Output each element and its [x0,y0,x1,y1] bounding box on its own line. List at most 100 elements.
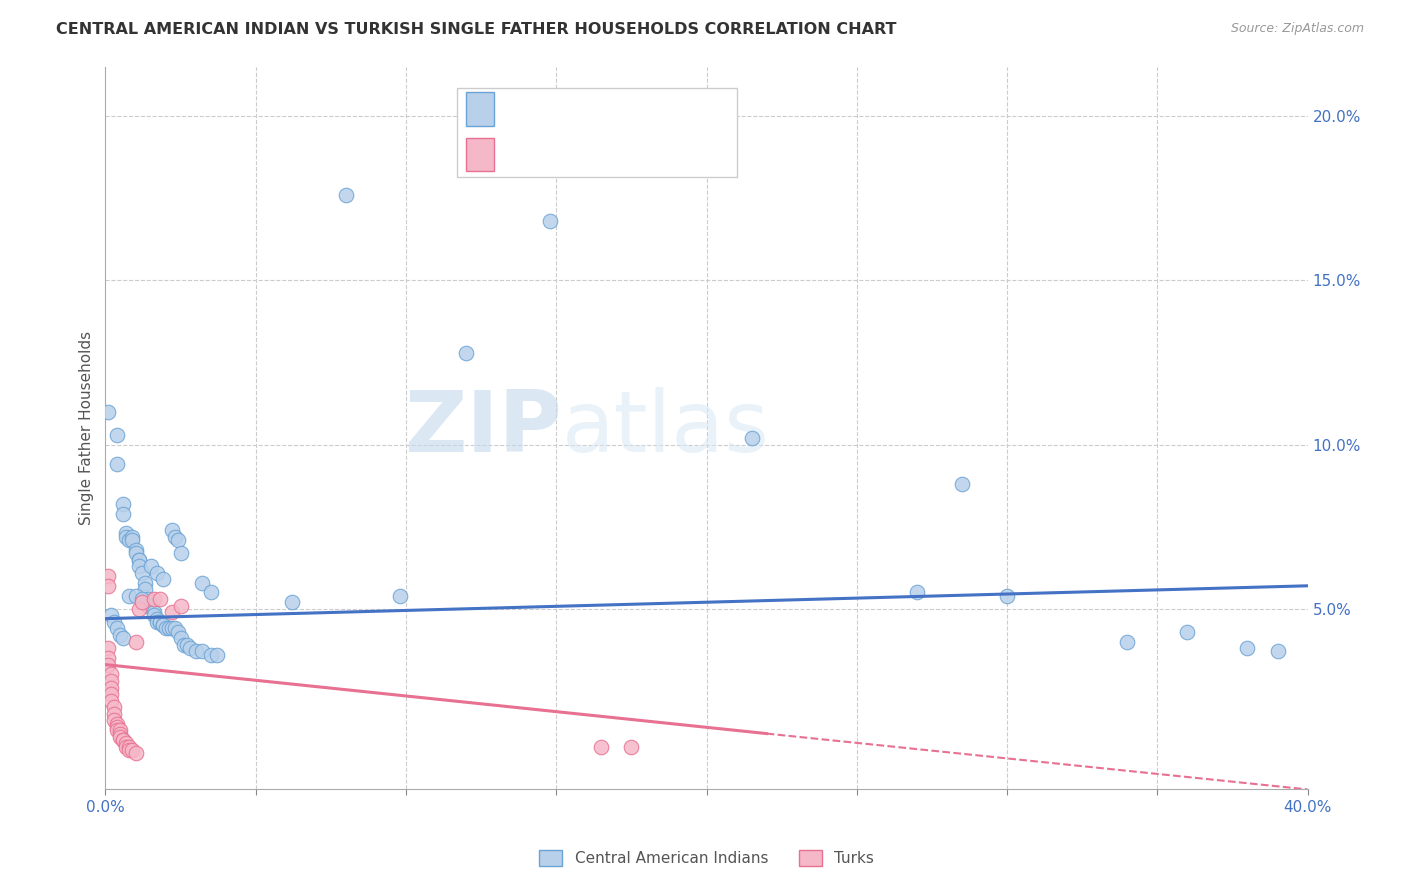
Point [100,667,122,681]
Point [190,575,212,590]
Text: Source: ZipAtlas.com: Source: ZipAtlas.com [1230,22,1364,36]
Point [131,591,153,606]
Text: R =  0.087   N = 62: R = 0.087 N = 62 [506,101,662,116]
Point [112,733,135,747]
Point [107,720,129,734]
Point [148,615,170,629]
Point [281,595,304,609]
Point [157,622,180,636]
Point [110,726,132,740]
Point [110,723,132,738]
Bar [465,137,495,171]
Point [184,644,207,658]
Point [97,641,120,656]
Point [115,739,138,754]
Point [200,585,222,599]
Point [112,632,135,646]
Point [205,648,228,662]
Point [107,622,129,636]
Point [335,188,357,202]
Bar [465,93,495,127]
Point [118,739,141,754]
Point [112,497,135,511]
Point [131,566,153,580]
Point [100,608,122,623]
Point [115,530,138,544]
Point [139,559,162,574]
Point [128,552,150,566]
Text: atlas: atlas [562,386,770,470]
Point [121,743,143,757]
Point [166,624,188,639]
Point [160,523,183,537]
Point [454,345,477,359]
Legend: Central American Indians, Turks: Central American Indians, Turks [533,844,880,872]
Point [118,533,141,547]
Text: CENTRAL AMERICAN INDIAN VS TURKISH SINGLE FATHER HOUSEHOLDS CORRELATION CHART: CENTRAL AMERICAN INDIAN VS TURKISH SINGL… [56,22,897,37]
Point [950,477,973,491]
Point [142,591,165,606]
Point [163,622,186,636]
Point [112,507,135,521]
Point [179,641,201,656]
Point [741,431,763,445]
Point [97,579,120,593]
Point [136,591,159,606]
Point [169,632,191,646]
Point [142,605,165,619]
Point [124,542,146,557]
Point [1267,644,1289,658]
Point [103,714,125,728]
Point [121,530,143,544]
Point [115,526,138,541]
Point [166,533,188,547]
Point [118,589,141,603]
Point [121,533,143,547]
Point [152,572,174,586]
Point [103,706,125,721]
Point [131,595,153,609]
Point [128,552,150,566]
Point [97,569,120,583]
Point [142,608,165,623]
Point [107,723,129,738]
Point [169,546,191,560]
Point [155,622,177,636]
Point [118,743,141,757]
Point [112,733,135,747]
Point [152,618,174,632]
Point [160,622,183,636]
Point [148,591,170,606]
Point [145,612,167,626]
Point [163,530,186,544]
Point [124,546,146,560]
Y-axis label: Single Father Households: Single Father Households [79,331,94,525]
Point [134,582,156,596]
Point [97,657,120,672]
Point [173,638,195,652]
Point [591,739,613,754]
Point [110,730,132,744]
Point [145,566,167,580]
Point [97,405,120,419]
Point [152,618,174,632]
Point [145,615,167,629]
Point [107,427,129,442]
Point [124,589,146,603]
Point [128,601,150,615]
Point [107,716,129,731]
Point [1116,634,1139,648]
Point [103,700,125,714]
Point [100,694,122,708]
Point [107,457,129,471]
Point [97,651,120,665]
Point [148,615,170,629]
Point [100,681,122,695]
Point [103,615,125,629]
Point [134,575,156,590]
Text: ZIP: ZIP [405,386,562,470]
Point [124,634,146,648]
Point [538,214,561,228]
Point [100,674,122,689]
Point [124,746,146,760]
